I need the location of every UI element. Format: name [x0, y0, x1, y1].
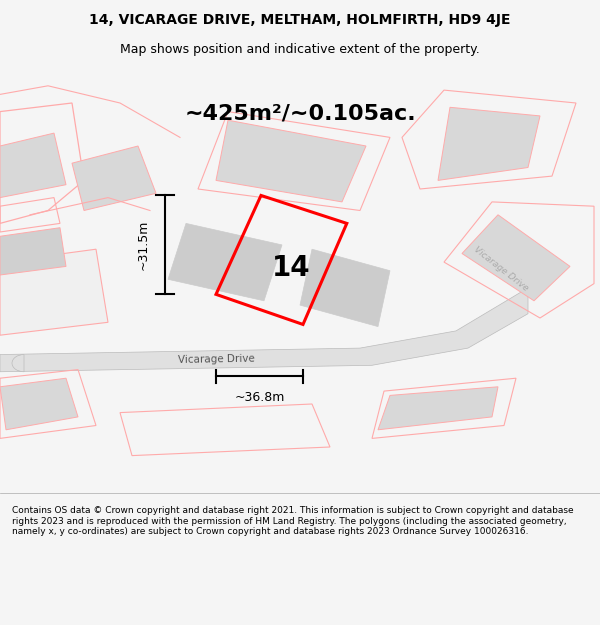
Polygon shape [72, 146, 156, 211]
Polygon shape [168, 223, 282, 301]
Polygon shape [0, 249, 108, 335]
Text: Map shows position and indicative extent of the property.: Map shows position and indicative extent… [120, 43, 480, 56]
Polygon shape [0, 228, 66, 275]
Text: Contains OS data © Crown copyright and database right 2021. This information is : Contains OS data © Crown copyright and d… [12, 506, 574, 536]
Text: ~36.8m: ~36.8m [235, 391, 284, 404]
Wedge shape [12, 354, 24, 372]
Text: 14, VICARAGE DRIVE, MELTHAM, HOLMFIRTH, HD9 4JE: 14, VICARAGE DRIVE, MELTHAM, HOLMFIRTH, … [89, 13, 511, 28]
Polygon shape [0, 288, 528, 372]
Polygon shape [0, 133, 66, 198]
Polygon shape [216, 120, 366, 202]
Text: 14: 14 [271, 254, 310, 282]
Polygon shape [438, 107, 540, 181]
Polygon shape [300, 249, 390, 327]
Text: Vicarage Drive: Vicarage Drive [472, 244, 530, 292]
Text: Vicarage Drive: Vicarage Drive [178, 353, 254, 364]
Text: ~425m²/~0.105ac.: ~425m²/~0.105ac. [184, 104, 416, 124]
Text: ~31.5m: ~31.5m [137, 220, 150, 270]
Polygon shape [462, 215, 570, 301]
Polygon shape [0, 378, 78, 430]
Polygon shape [378, 387, 498, 430]
